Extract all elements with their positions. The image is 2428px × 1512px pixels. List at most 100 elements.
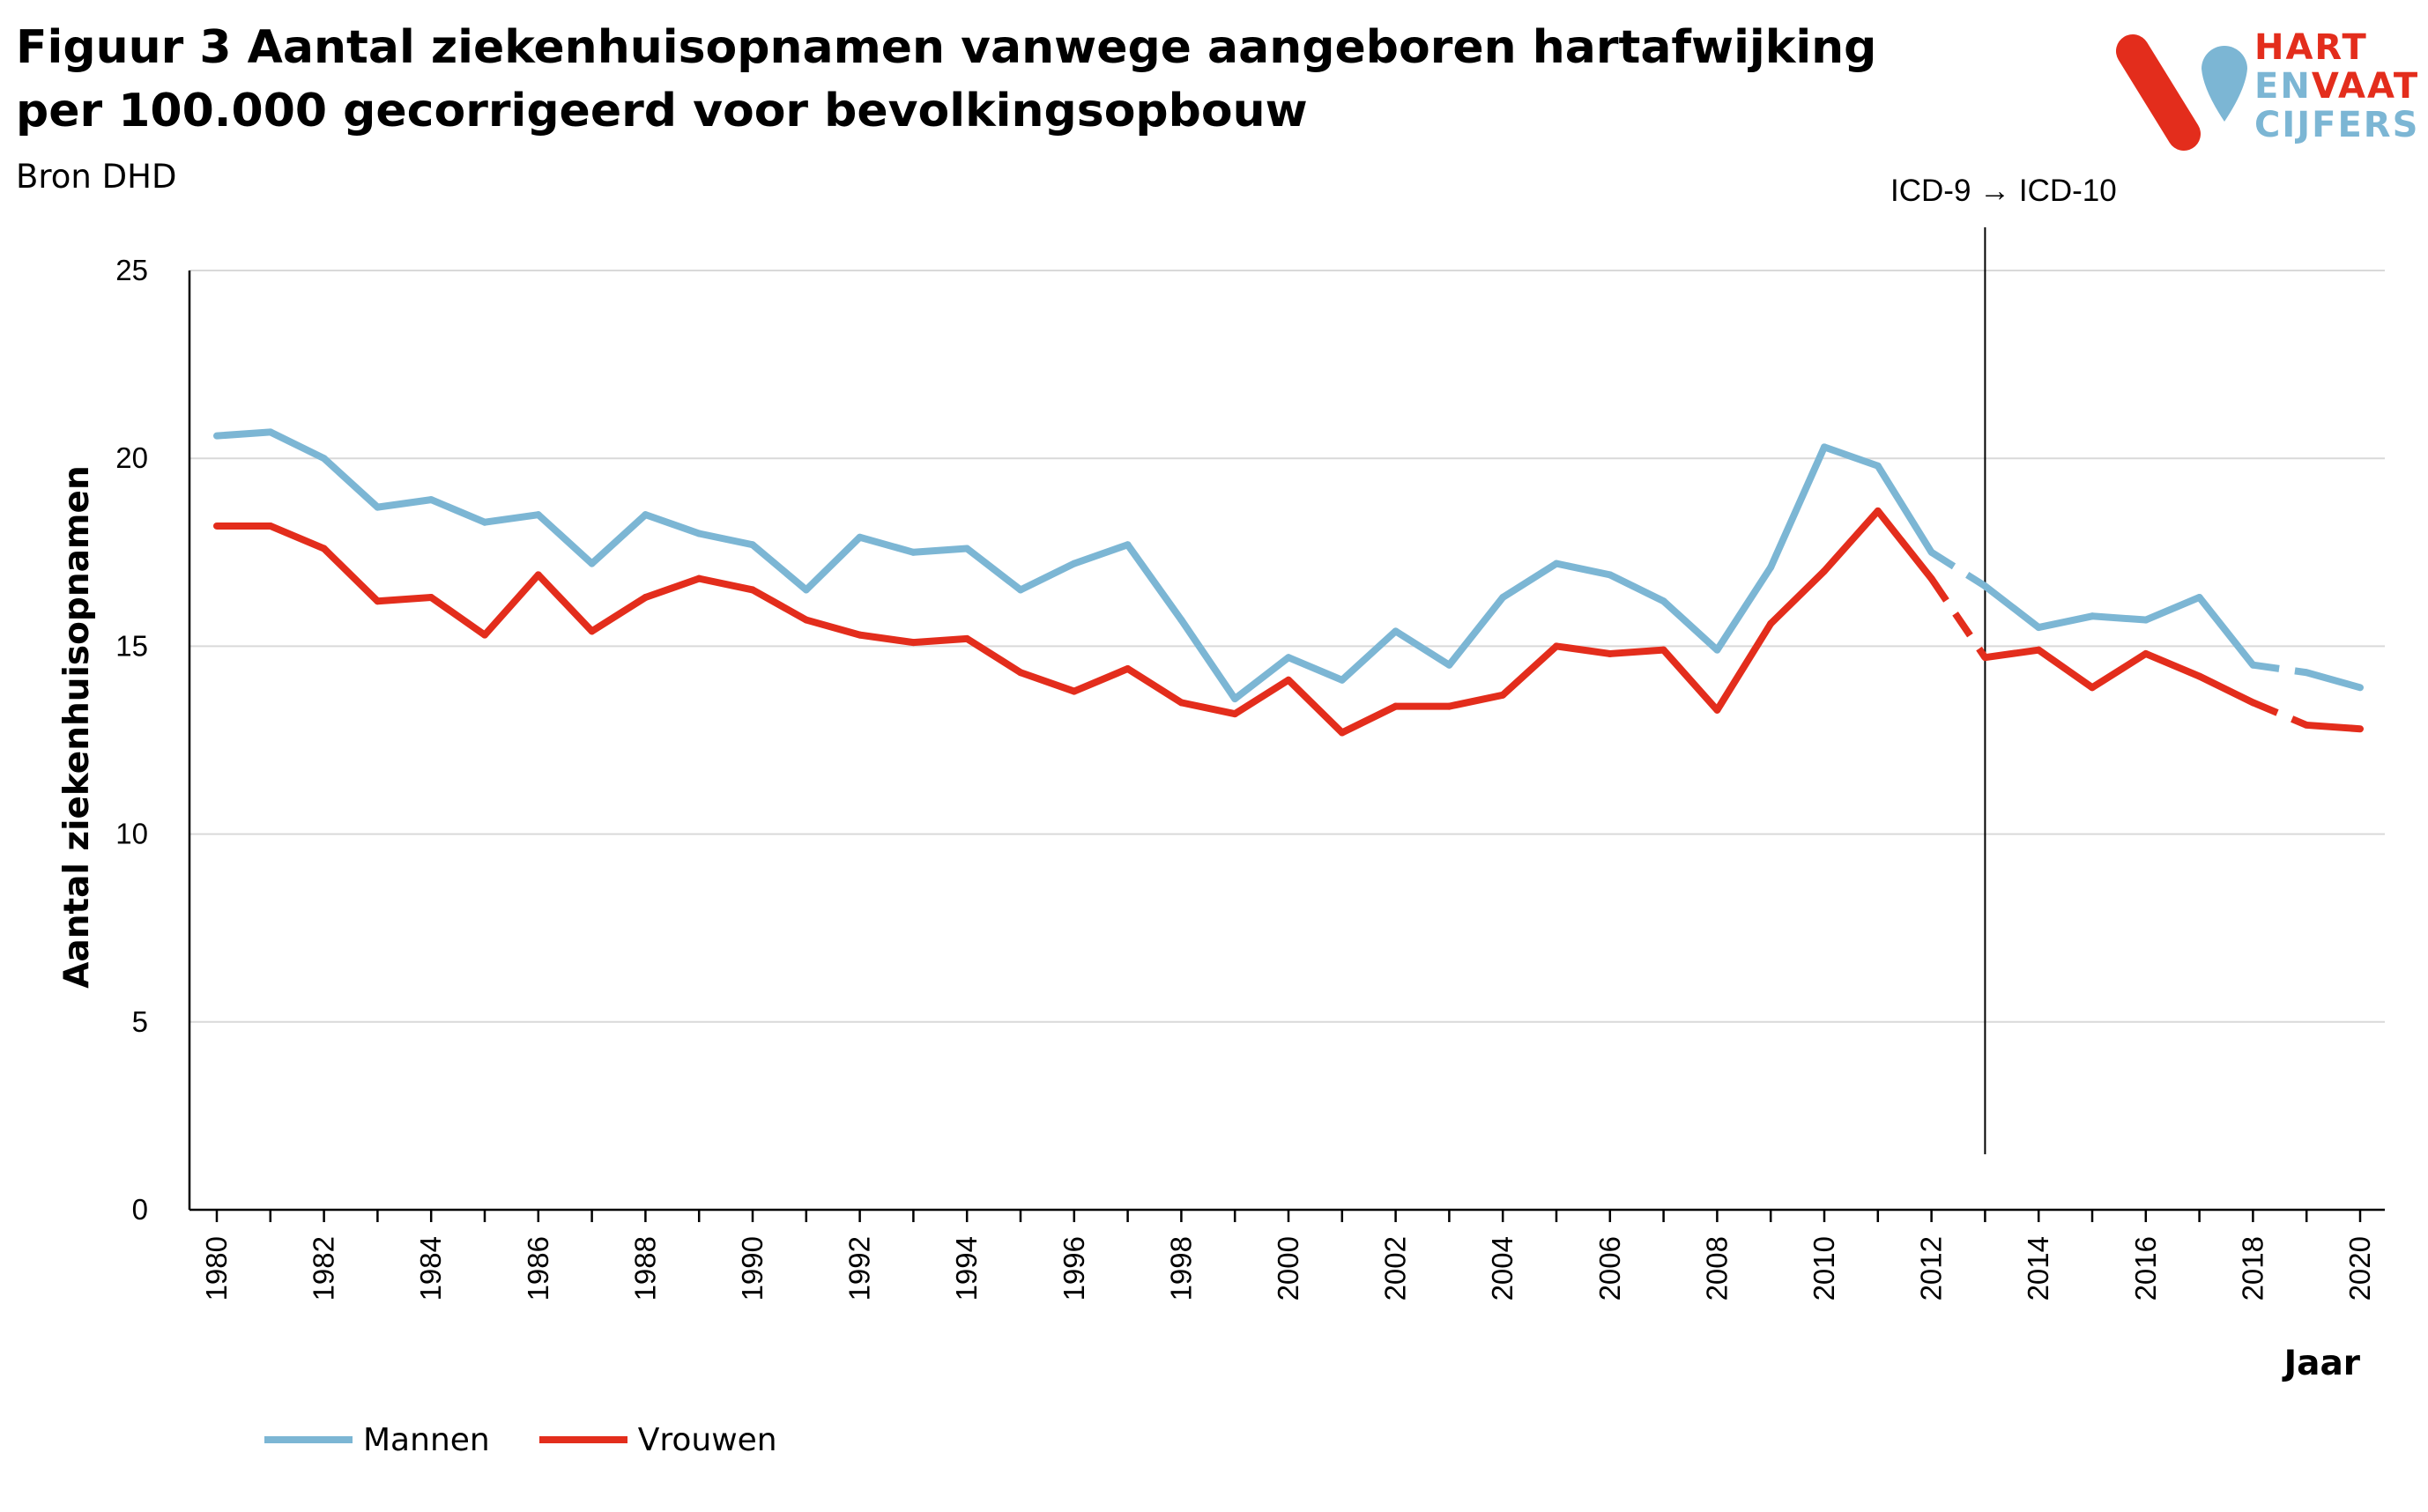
- line-segment-vrouwen-2008: [1713, 619, 1775, 714]
- line-segment-vrouwen-1982: [320, 545, 382, 605]
- x-tick-label-2010: 2010: [1808, 1236, 1840, 1301]
- y-tick-label-20: 20: [115, 441, 148, 474]
- chart-title: Figuur 3 Aantal ziekenhuisopnamen vanweg…: [16, 21, 1877, 137]
- line-segment-mannen-2007: [1660, 597, 1721, 654]
- x-tick-label-2002: 2002: [1379, 1236, 1412, 1301]
- line-segment-vrouwen-1999: [1231, 676, 1292, 718]
- x-tick-label-2004: 2004: [1486, 1236, 1518, 1301]
- line-segment-vrouwen-2003: [1445, 691, 1507, 710]
- line-segment-mannen-1986: [534, 511, 596, 567]
- x-tick-label-2006: 2006: [1593, 1236, 1626, 1301]
- line-segment-vrouwen-1995: [1017, 669, 1078, 695]
- line-segment-mannen-2009: [1767, 443, 1828, 571]
- line-segment-mannen-1980: [213, 428, 274, 440]
- line-segment-vrouwen-1989: [695, 574, 756, 594]
- grid-lines: [189, 270, 2385, 1023]
- line-segment-mannen-2012: [1929, 549, 1987, 589]
- x-tick-label-1984: 1984: [414, 1236, 447, 1301]
- legend-item-vrouwen: Vrouwen: [538, 1422, 777, 1458]
- legend-item-mannen: Mannen: [264, 1422, 490, 1458]
- line-segment-mannen-1987: [588, 511, 650, 567]
- line-segment-vrouwen-2004: [1499, 642, 1560, 699]
- line-segment-vrouwen-2010: [1821, 507, 1882, 575]
- y-tick-label-10: 10: [115, 818, 148, 850]
- line-segment-vrouwen-2017: [2195, 672, 2257, 707]
- line-segment-vrouwen-2011: [1874, 507, 1935, 582]
- line-segment-mannen-1992: [856, 533, 917, 556]
- line-segment-mannen-1993: [910, 545, 971, 556]
- logo-line-cijfers: CIJFERS: [2254, 105, 2420, 145]
- line-segment-vrouwen-1986: [534, 571, 596, 635]
- line-segment-mannen-2019: [2303, 669, 2364, 692]
- y-tick-label-0: 0: [132, 1193, 148, 1226]
- line-segment-vrouwen-1983: [374, 593, 435, 605]
- line-segment-mannen-1998: [1177, 616, 1239, 703]
- x-tick-label-2014: 2014: [2022, 1236, 2054, 1301]
- line-segment-vrouwen-1985: [481, 571, 542, 639]
- line-segment-mannen-1984: [427, 496, 488, 526]
- legend-swatch-mannen: [264, 1436, 353, 1443]
- line-segment-mannen-2015: [2089, 612, 2150, 624]
- x-tick-label-1992: 1992: [843, 1236, 876, 1301]
- x-axis-ticks: 1980 1982 1984 1986 1988 1990 1992 1994 1996 1998…: [200, 1210, 2376, 1301]
- x-tick-label-1996: 1996: [1058, 1236, 1090, 1301]
- line-segment-mannen-2014: [2035, 612, 2096, 632]
- line-segment-mannen-2000: [1285, 654, 1346, 684]
- line-segment-mannen-1991: [802, 533, 864, 594]
- line-segment-vrouwen-2018: [2251, 699, 2308, 729]
- logo-line-envaat: ENVAAT: [2254, 66, 2420, 107]
- line-segment-mannen-2003: [1445, 593, 1507, 669]
- line-segment-mannen-1995: [1017, 560, 1078, 594]
- line-segment-vrouwen-2013: [1981, 646, 2043, 662]
- line-segment-vrouwen-1992: [856, 631, 917, 647]
- line-segment-mannen-1985: [481, 511, 542, 526]
- line-segment-mannen-1990: [749, 541, 810, 594]
- series-vrouwen: [213, 507, 2364, 737]
- x-tick-label-1994: 1994: [950, 1236, 983, 1301]
- legend: Mannen Vrouwen: [264, 1417, 777, 1463]
- hartenvaat-logo-icon: [2116, 34, 2247, 151]
- line-segment-mannen-1982: [320, 455, 382, 511]
- line-segment-mannen-2016: [2142, 593, 2203, 624]
- logo-wordmark: HART ENVAAT CIJFERS: [2254, 28, 2419, 145]
- x-tick-label-1982: 1982: [308, 1236, 340, 1301]
- legend-label-mannen: Mannen: [363, 1421, 490, 1458]
- line-segment-vrouwen-1984: [427, 593, 488, 639]
- x-tick-label-1980: 1980: [200, 1236, 233, 1301]
- y-tick-label-5: 5: [132, 1005, 148, 1038]
- line-segment-mannen-2011: [1874, 462, 1935, 556]
- line-segment-mannen-1983: [374, 496, 435, 511]
- line-segment-mannen-2010: [1821, 443, 1882, 470]
- line-segment-vrouwen-1996: [1070, 664, 1132, 695]
- x-tick-label-2020: 2020: [2343, 1236, 2376, 1301]
- line-segment-mannen-2018: [2252, 661, 2307, 677]
- series-lines: [213, 428, 2364, 737]
- line-segment-mannen-1996: [1070, 541, 1132, 567]
- line-segment-mannen-2017: [2195, 593, 2257, 669]
- x-tick-label-2012: 2012: [1915, 1236, 1948, 1301]
- line-segment-vrouwen-2016: [2142, 649, 2203, 680]
- y-axis-ticks: 0 5 10 15 20 25: [115, 254, 148, 1226]
- line-segment-vrouwen-2009: [1767, 567, 1828, 627]
- x-tick-label-2000: 2000: [1272, 1236, 1304, 1301]
- line-segment-mannen-1981: [266, 428, 328, 463]
- line-segment-vrouwen-1987: [588, 593, 650, 635]
- x-tick-label-2016: 2016: [2129, 1236, 2162, 1301]
- x-tick-label-1988: 1988: [628, 1236, 661, 1301]
- line-segment-vrouwen-2000: [1285, 676, 1346, 737]
- line-segment-vrouwen-2012: [1928, 576, 1988, 660]
- x-tick-label-1998: 1998: [1164, 1236, 1197, 1301]
- line-segment-vrouwen-1991: [802, 616, 864, 639]
- legend-swatch-vrouwen: [538, 1436, 627, 1443]
- y-tick-label-25: 25: [115, 254, 148, 286]
- x-axis-title: Jaar: [2282, 1344, 2361, 1383]
- x-tick-label-1990: 1990: [736, 1236, 768, 1301]
- line-segment-mannen-1989: [695, 530, 756, 549]
- line-segment-mannen-1994: [963, 545, 1024, 594]
- x-tick-label-2018: 2018: [2236, 1236, 2268, 1301]
- line-segment-mannen-1997: [1124, 541, 1185, 624]
- x-tick-label-1986: 1986: [522, 1236, 554, 1301]
- line-segment-vrouwen-1988: [642, 574, 703, 601]
- icd-change-label: ICD-9 → ICD-10: [1890, 174, 2117, 208]
